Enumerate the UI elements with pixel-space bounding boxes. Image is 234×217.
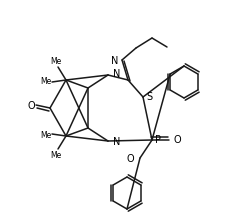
Text: O: O [174, 135, 182, 145]
Text: Me: Me [40, 130, 52, 140]
Text: P: P [155, 135, 161, 145]
Text: N: N [111, 56, 118, 66]
Text: Me: Me [40, 77, 52, 85]
Text: N: N [113, 69, 120, 79]
Text: Me: Me [50, 56, 62, 66]
Text: N: N [113, 137, 120, 147]
Text: O: O [126, 154, 134, 164]
Text: S: S [146, 92, 152, 102]
Text: Me: Me [50, 151, 62, 159]
Text: O: O [27, 101, 35, 111]
